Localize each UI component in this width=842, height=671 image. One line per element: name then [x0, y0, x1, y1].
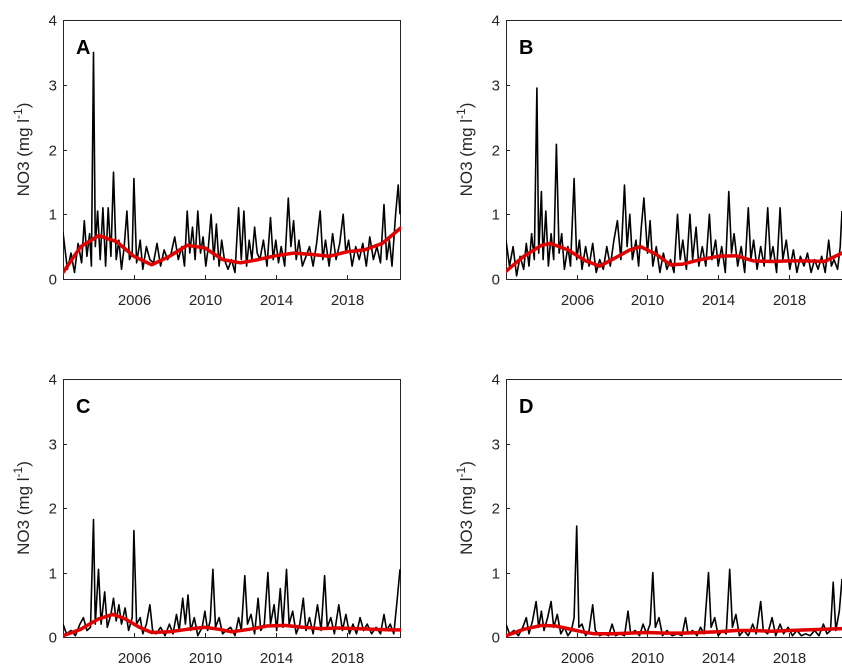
y-tick-label: 0 — [492, 630, 500, 647]
x-tick-label: 2006 — [118, 650, 151, 667]
chart-panel-d: 0 1 2 3 4 2006 2010 2014 2018 D NO3 (mg l-1) — [454, 372, 842, 667]
y-axis-title-text: NO3 (mg l — [14, 119, 33, 196]
y-axis-title-close: ) — [14, 461, 33, 467]
x-tick-label: 2006 — [118, 292, 151, 309]
y-tick-label: 2 — [49, 143, 57, 160]
panel-label: C — [76, 396, 90, 418]
y-tick-label: 0 — [49, 630, 57, 647]
y-axis-title-text: NO3 (mg l — [14, 477, 33, 554]
y-tick-label: 0 — [492, 272, 500, 289]
y-tick-label: 4 — [492, 372, 500, 389]
y-axis-title-text: NO3 (mg l — [457, 477, 476, 554]
chart-panel-a: 0 1 2 3 4 2006 2010 2014 2018 A NO3 (mg l-1) — [11, 13, 401, 309]
trend-series-line — [506, 623, 842, 638]
y-tick-label: 4 — [492, 13, 500, 30]
trend-series-line — [63, 226, 401, 275]
observed-series-line — [63, 518, 401, 637]
y-axis-title: NO3 (mg l-1) — [454, 103, 476, 197]
y-tick-label: 3 — [49, 437, 57, 454]
y-tick-label: 2 — [492, 501, 500, 518]
y-tick-label: 4 — [49, 13, 57, 30]
panel-label: A — [76, 37, 90, 59]
trend-series-line — [63, 612, 401, 638]
y-tick-label: 0 — [49, 272, 57, 289]
y-axis-title: NO3 (mg l-1) — [11, 103, 33, 197]
y-tick-label: 2 — [49, 501, 57, 518]
y-tick-label: 4 — [49, 372, 57, 389]
panel-label: D — [519, 396, 533, 418]
observed-series-line — [506, 525, 842, 637]
y-axis-title-close: ) — [457, 461, 476, 467]
y-axis-title-text: NO3 (mg l — [457, 119, 476, 196]
x-tick-label: 2018 — [773, 650, 806, 667]
y-tick-label: 1 — [492, 207, 500, 224]
trend-series-line — [506, 241, 842, 273]
y-tick-label: 1 — [49, 566, 57, 583]
x-tick-label: 2010 — [189, 292, 222, 309]
observed-series-line — [506, 87, 842, 277]
axes-frame — [506, 379, 842, 638]
y-tick-label: 3 — [492, 437, 500, 454]
chart-panel-b: 0 1 2 3 4 2006 2010 2014 2018 B NO3 (mg l-1) — [454, 13, 842, 309]
x-tick-label: 2010 — [631, 292, 664, 309]
x-tick-label: 2010 — [631, 650, 664, 667]
y-axis-title-superscript: -1 — [11, 466, 25, 477]
x-tick-label: 2018 — [773, 292, 806, 309]
y-axis-title-superscript: -1 — [454, 108, 468, 119]
x-tick-label: 2010 — [189, 650, 222, 667]
x-tick-label: 2018 — [331, 292, 364, 309]
x-tick-label: 2006 — [561, 292, 594, 309]
x-tick-label: 2018 — [331, 650, 364, 667]
y-tick-label: 1 — [49, 207, 57, 224]
panel-label: B — [519, 37, 533, 59]
y-axis-title-close: ) — [14, 103, 33, 109]
chart-panel-c: 0 1 2 3 4 2006 2010 2014 2018 C NO3 (mg l-1) — [11, 372, 401, 667]
y-axis-title-superscript: -1 — [454, 466, 468, 477]
y-tick-label: 3 — [49, 78, 57, 95]
x-tick-label: 2014 — [702, 650, 735, 667]
y-tick-label: 1 — [492, 566, 500, 583]
x-tick-label: 2014 — [260, 292, 293, 309]
x-tick-label: 2006 — [561, 650, 594, 667]
y-axis-title: NO3 (mg l-1) — [454, 461, 476, 555]
y-axis-title: NO3 (mg l-1) — [11, 461, 33, 555]
x-tick-label: 2014 — [702, 292, 735, 309]
x-tick-label: 2014 — [260, 650, 293, 667]
y-tick-label: 3 — [492, 78, 500, 95]
y-tick-label: 2 — [492, 143, 500, 160]
y-axis-title-superscript: -1 — [11, 108, 25, 119]
y-axis-title-close: ) — [457, 103, 476, 109]
